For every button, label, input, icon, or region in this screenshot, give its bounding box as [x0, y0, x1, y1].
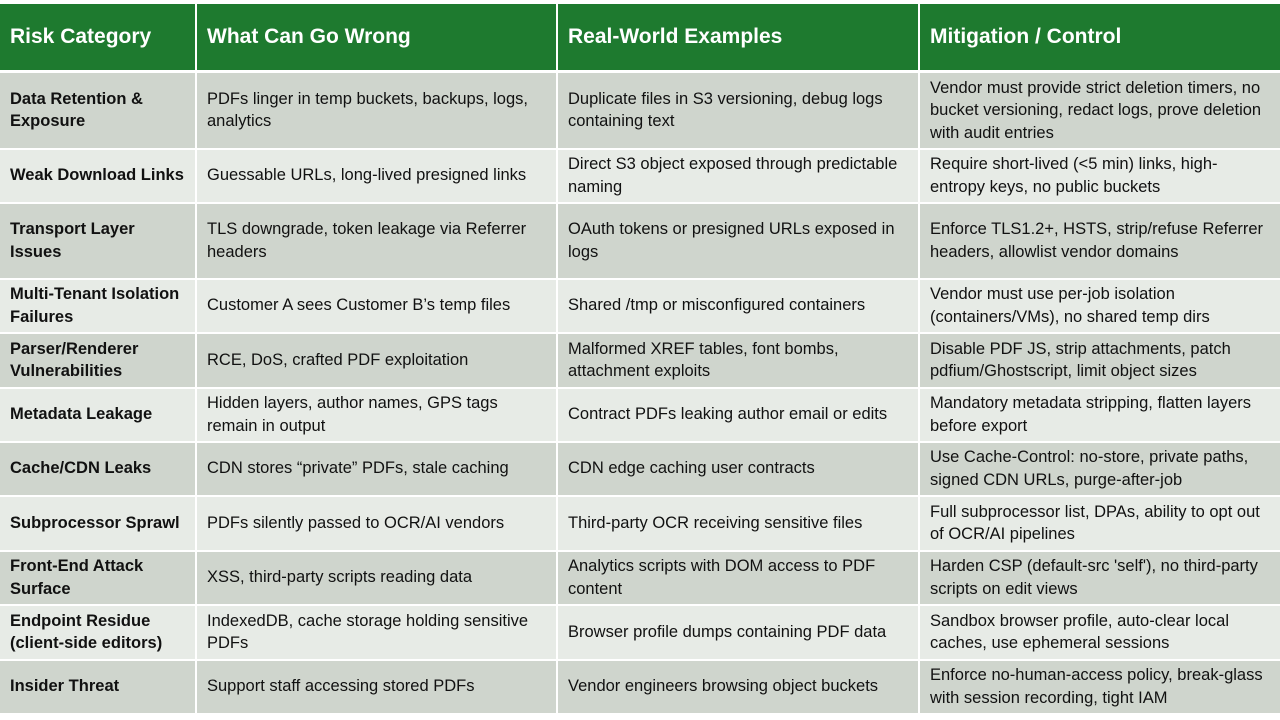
- table-row: Front-End Attack Surface XSS, third-part…: [0, 550, 1280, 606]
- table-row: Transport Layer Issues TLS downgrade, to…: [0, 202, 1280, 280]
- what-can-go-wrong-cell: CDN stores “private” PDFs, stale caching: [196, 441, 558, 497]
- what-can-go-wrong-cell: PDFs silently passed to OCR/AI vendors: [196, 495, 558, 552]
- what-can-go-wrong-cell: RCE, DoS, crafted PDF exploitation: [196, 332, 558, 389]
- mitigation-cell: Disable PDF JS, strip attachments, patch…: [919, 332, 1280, 389]
- risk-category-cell: Weak Download Links: [0, 148, 197, 204]
- what-can-go-wrong-cell: XSS, third-party scripts reading data: [196, 550, 558, 606]
- table-row: Insider Threat Support staff accessing s…: [0, 659, 1280, 715]
- table-row: Weak Download Links Guessable URLs, long…: [0, 148, 1280, 204]
- mitigation-cell: Enforce no-human-access policy, break-gl…: [919, 659, 1280, 715]
- header-what-can-go-wrong: What Can Go Wrong: [196, 4, 558, 73]
- table-row: Cache/CDN Leaks CDN stores “private” PDF…: [0, 441, 1280, 497]
- risk-category-cell: Transport Layer Issues: [0, 202, 197, 280]
- mitigation-cell: Mandatory metadata stripping, flatten la…: [919, 387, 1280, 443]
- mitigation-cell: Vendor must provide strict deletion time…: [919, 71, 1280, 150]
- real-world-examples-cell: Browser profile dumps containing PDF dat…: [557, 604, 920, 661]
- table-row: Data Retention & Exposure PDFs linger in…: [0, 71, 1280, 150]
- real-world-examples-cell: Shared /tmp or misconfigured containers: [557, 278, 920, 334]
- what-can-go-wrong-cell: PDFs linger in temp buckets, backups, lo…: [196, 71, 558, 150]
- header-row: Risk Category What Can Go Wrong Real-Wor…: [0, 4, 1280, 73]
- header-risk-category: Risk Category: [0, 4, 197, 73]
- risk-category-cell: Parser/Renderer Vulnerabilities: [0, 332, 197, 389]
- real-world-examples-cell: Contract PDFs leaking author email or ed…: [557, 387, 920, 443]
- table-row: Endpoint Residue (client-side editors) I…: [0, 604, 1280, 661]
- risk-category-cell: Metadata Leakage: [0, 387, 197, 443]
- risk-table: Risk Category What Can Go Wrong Real-Wor…: [0, 4, 1280, 715]
- mitigation-cell: Harden CSP (default-src 'self'), no thir…: [919, 550, 1280, 606]
- real-world-examples-cell: CDN edge caching user contracts: [557, 441, 920, 497]
- what-can-go-wrong-cell: IndexedDB, cache storage holding sensiti…: [196, 604, 558, 661]
- table-row: Metadata Leakage Hidden layers, author n…: [0, 387, 1280, 443]
- risk-category-cell: Endpoint Residue (client-side editors): [0, 604, 197, 661]
- real-world-examples-cell: Direct S3 object exposed through predict…: [557, 148, 920, 204]
- mitigation-cell: Full subprocessor list, DPAs, ability to…: [919, 495, 1280, 552]
- what-can-go-wrong-cell: Hidden layers, author names, GPS tags re…: [196, 387, 558, 443]
- risk-category-cell: Data Retention & Exposure: [0, 71, 197, 150]
- risk-category-cell: Subprocessor Sprawl: [0, 495, 197, 552]
- mitigation-cell: Enforce TLS1.2+, HSTS, strip/refuse Refe…: [919, 202, 1280, 280]
- what-can-go-wrong-cell: Support staff accessing stored PDFs: [196, 659, 558, 715]
- real-world-examples-cell: Vendor engineers browsing object buckets: [557, 659, 920, 715]
- real-world-examples-cell: Malformed XREF tables, font bombs, attac…: [557, 332, 920, 389]
- mitigation-cell: Vendor must use per-job isolation (conta…: [919, 278, 1280, 334]
- risk-category-cell: Multi-Tenant Isolation Failures: [0, 278, 197, 334]
- real-world-examples-cell: Third-party OCR receiving sensitive file…: [557, 495, 920, 552]
- table-row: Multi-Tenant Isolation Failures Customer…: [0, 278, 1280, 334]
- real-world-examples-cell: OAuth tokens or presigned URLs exposed i…: [557, 202, 920, 280]
- mitigation-cell: Require short-lived (<5 min) links, high…: [919, 148, 1280, 204]
- table-row: Subprocessor Sprawl PDFs silently passed…: [0, 495, 1280, 552]
- risk-category-cell: Insider Threat: [0, 659, 197, 715]
- real-world-examples-cell: Duplicate files in S3 versioning, debug …: [557, 71, 920, 150]
- what-can-go-wrong-cell: Guessable URLs, long-lived presigned lin…: [196, 148, 558, 204]
- what-can-go-wrong-cell: TLS downgrade, token leakage via Referre…: [196, 202, 558, 280]
- table-row: Parser/Renderer Vulnerabilities RCE, DoS…: [0, 332, 1280, 389]
- risk-category-cell: Front-End Attack Surface: [0, 550, 197, 606]
- mitigation-cell: Sandbox browser profile, auto-clear loca…: [919, 604, 1280, 661]
- header-mitigation-control: Mitigation / Control: [919, 4, 1280, 73]
- real-world-examples-cell: Analytics scripts with DOM access to PDF…: [557, 550, 920, 606]
- mitigation-cell: Use Cache-Control: no-store, private pat…: [919, 441, 1280, 497]
- header-real-world-examples: Real-World Examples: [557, 4, 920, 73]
- risk-category-cell: Cache/CDN Leaks: [0, 441, 197, 497]
- what-can-go-wrong-cell: Customer A sees Customer B’s temp files: [196, 278, 558, 334]
